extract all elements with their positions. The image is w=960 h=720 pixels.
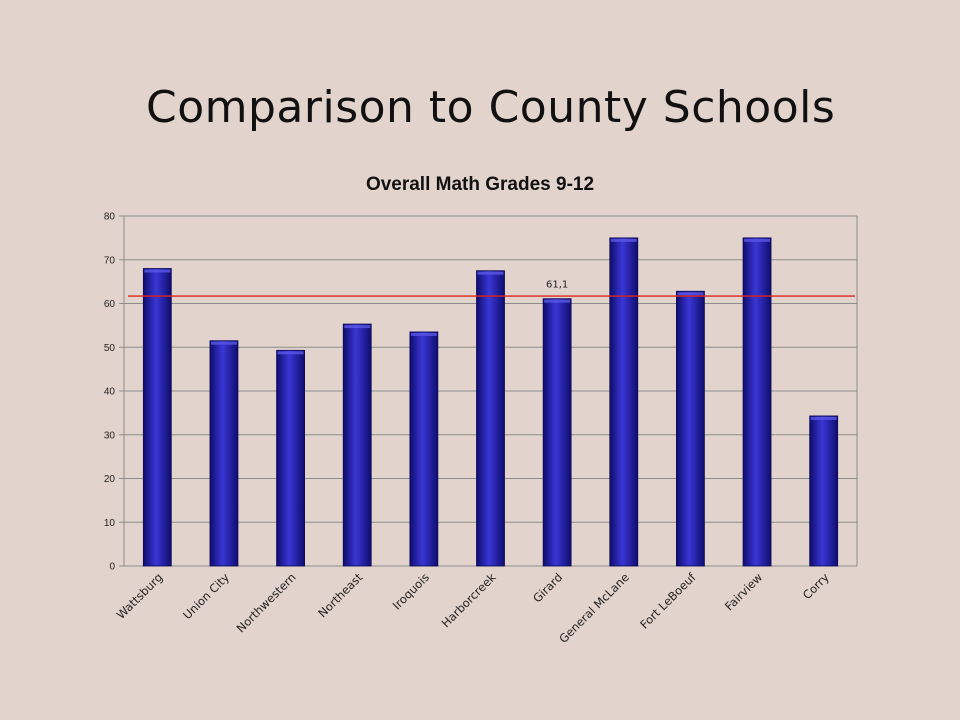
bar-top-highlight <box>144 269 171 273</box>
x-tick-label: Fort LeBoeuf <box>637 570 699 632</box>
bar <box>542 298 572 567</box>
bar-top-highlight <box>677 292 704 296</box>
bar <box>342 323 372 567</box>
y-tick-label: 40 <box>104 387 116 398</box>
bar <box>676 290 705 567</box>
bar <box>409 331 439 567</box>
bar <box>609 237 639 567</box>
x-axis-categories: Wattsburg Union City Northwestern Northeast… <box>114 570 832 646</box>
y-tick-label: 60 <box>104 299 116 310</box>
chart-title: Overall Math Grades 9-12 <box>365 174 595 195</box>
x-tick-label: Corry <box>800 570 832 602</box>
x-tick-label: Wattsburg <box>114 570 166 622</box>
x-tick-label: Girard <box>530 570 565 605</box>
bar-top-highlight <box>277 351 304 355</box>
y-tick-label: 70 <box>104 255 116 266</box>
bars <box>142 237 839 567</box>
y-tick-label: 80 <box>104 212 116 223</box>
x-tick-label: Fairview <box>722 570 765 613</box>
bar <box>476 270 505 567</box>
x-tick-label: Northwestern <box>234 570 299 635</box>
x-tick-label: Iroquois <box>390 570 432 612</box>
y-tick-label: 20 <box>104 474 116 485</box>
x-tick-label: General McLane <box>556 570 632 646</box>
bar-top-highlight <box>610 238 637 242</box>
x-tick-label: Northeast <box>315 570 365 620</box>
bar-top-highlight <box>810 416 837 420</box>
y-tick-label: 0 <box>109 562 115 573</box>
bar-top-highlight <box>344 325 371 329</box>
bar-top-highlight <box>210 341 237 345</box>
x-tick-label: Harborcreek <box>439 570 499 630</box>
bar <box>742 237 772 567</box>
bar <box>809 415 839 567</box>
bar-top-highlight <box>410 332 437 336</box>
bar-top-highlight <box>544 299 571 303</box>
data-labels: 61,1 <box>546 280 568 291</box>
x-tick-label: Union City <box>180 570 232 622</box>
y-tick-label: 10 <box>104 518 116 529</box>
bar <box>276 349 305 567</box>
bar-top-highlight <box>477 271 504 275</box>
y-tick-label: 30 <box>104 430 116 441</box>
y-tick-label: 50 <box>104 343 116 354</box>
slide-title: Comparison to County Schools <box>146 82 836 133</box>
y-axis-ticks: 0 10 20 30 40 50 60 70 80 <box>104 212 116 573</box>
bar-top-highlight <box>744 238 771 242</box>
bar <box>142 268 172 567</box>
bar <box>209 340 239 567</box>
data-label: 61,1 <box>546 280 568 291</box>
